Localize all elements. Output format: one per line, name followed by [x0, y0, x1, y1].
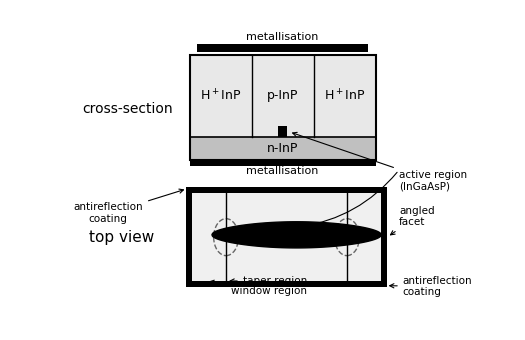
Polygon shape	[212, 222, 381, 248]
Bar	[190, 137, 375, 160]
Text: active region
(InGaAsP): active region (InGaAsP)	[292, 132, 467, 192]
Text: cross-section: cross-section	[82, 102, 173, 116]
Text: H$^+$InP: H$^+$InP	[324, 88, 365, 103]
Bar	[190, 55, 375, 137]
Bar	[192, 193, 381, 281]
Bar	[197, 44, 368, 52]
Text: top view: top view	[89, 230, 154, 245]
Text: metallisation: metallisation	[246, 32, 319, 41]
Text: antireflection
coating: antireflection coating	[390, 276, 472, 297]
Bar	[278, 126, 287, 137]
Text: angled
facet: angled facet	[391, 206, 435, 235]
Bar	[190, 55, 375, 160]
Text: H$^+$InP: H$^+$InP	[200, 88, 242, 103]
Text: antireflection
coating: antireflection coating	[74, 189, 183, 224]
Text: metallisation: metallisation	[246, 166, 319, 175]
Bar	[186, 187, 387, 287]
Text: n-InP: n-InP	[267, 142, 298, 155]
Bar	[190, 160, 375, 166]
Text: window region: window region	[210, 280, 308, 296]
Text: p-InP: p-InP	[267, 89, 298, 102]
Text: taper region: taper region	[230, 276, 307, 286]
